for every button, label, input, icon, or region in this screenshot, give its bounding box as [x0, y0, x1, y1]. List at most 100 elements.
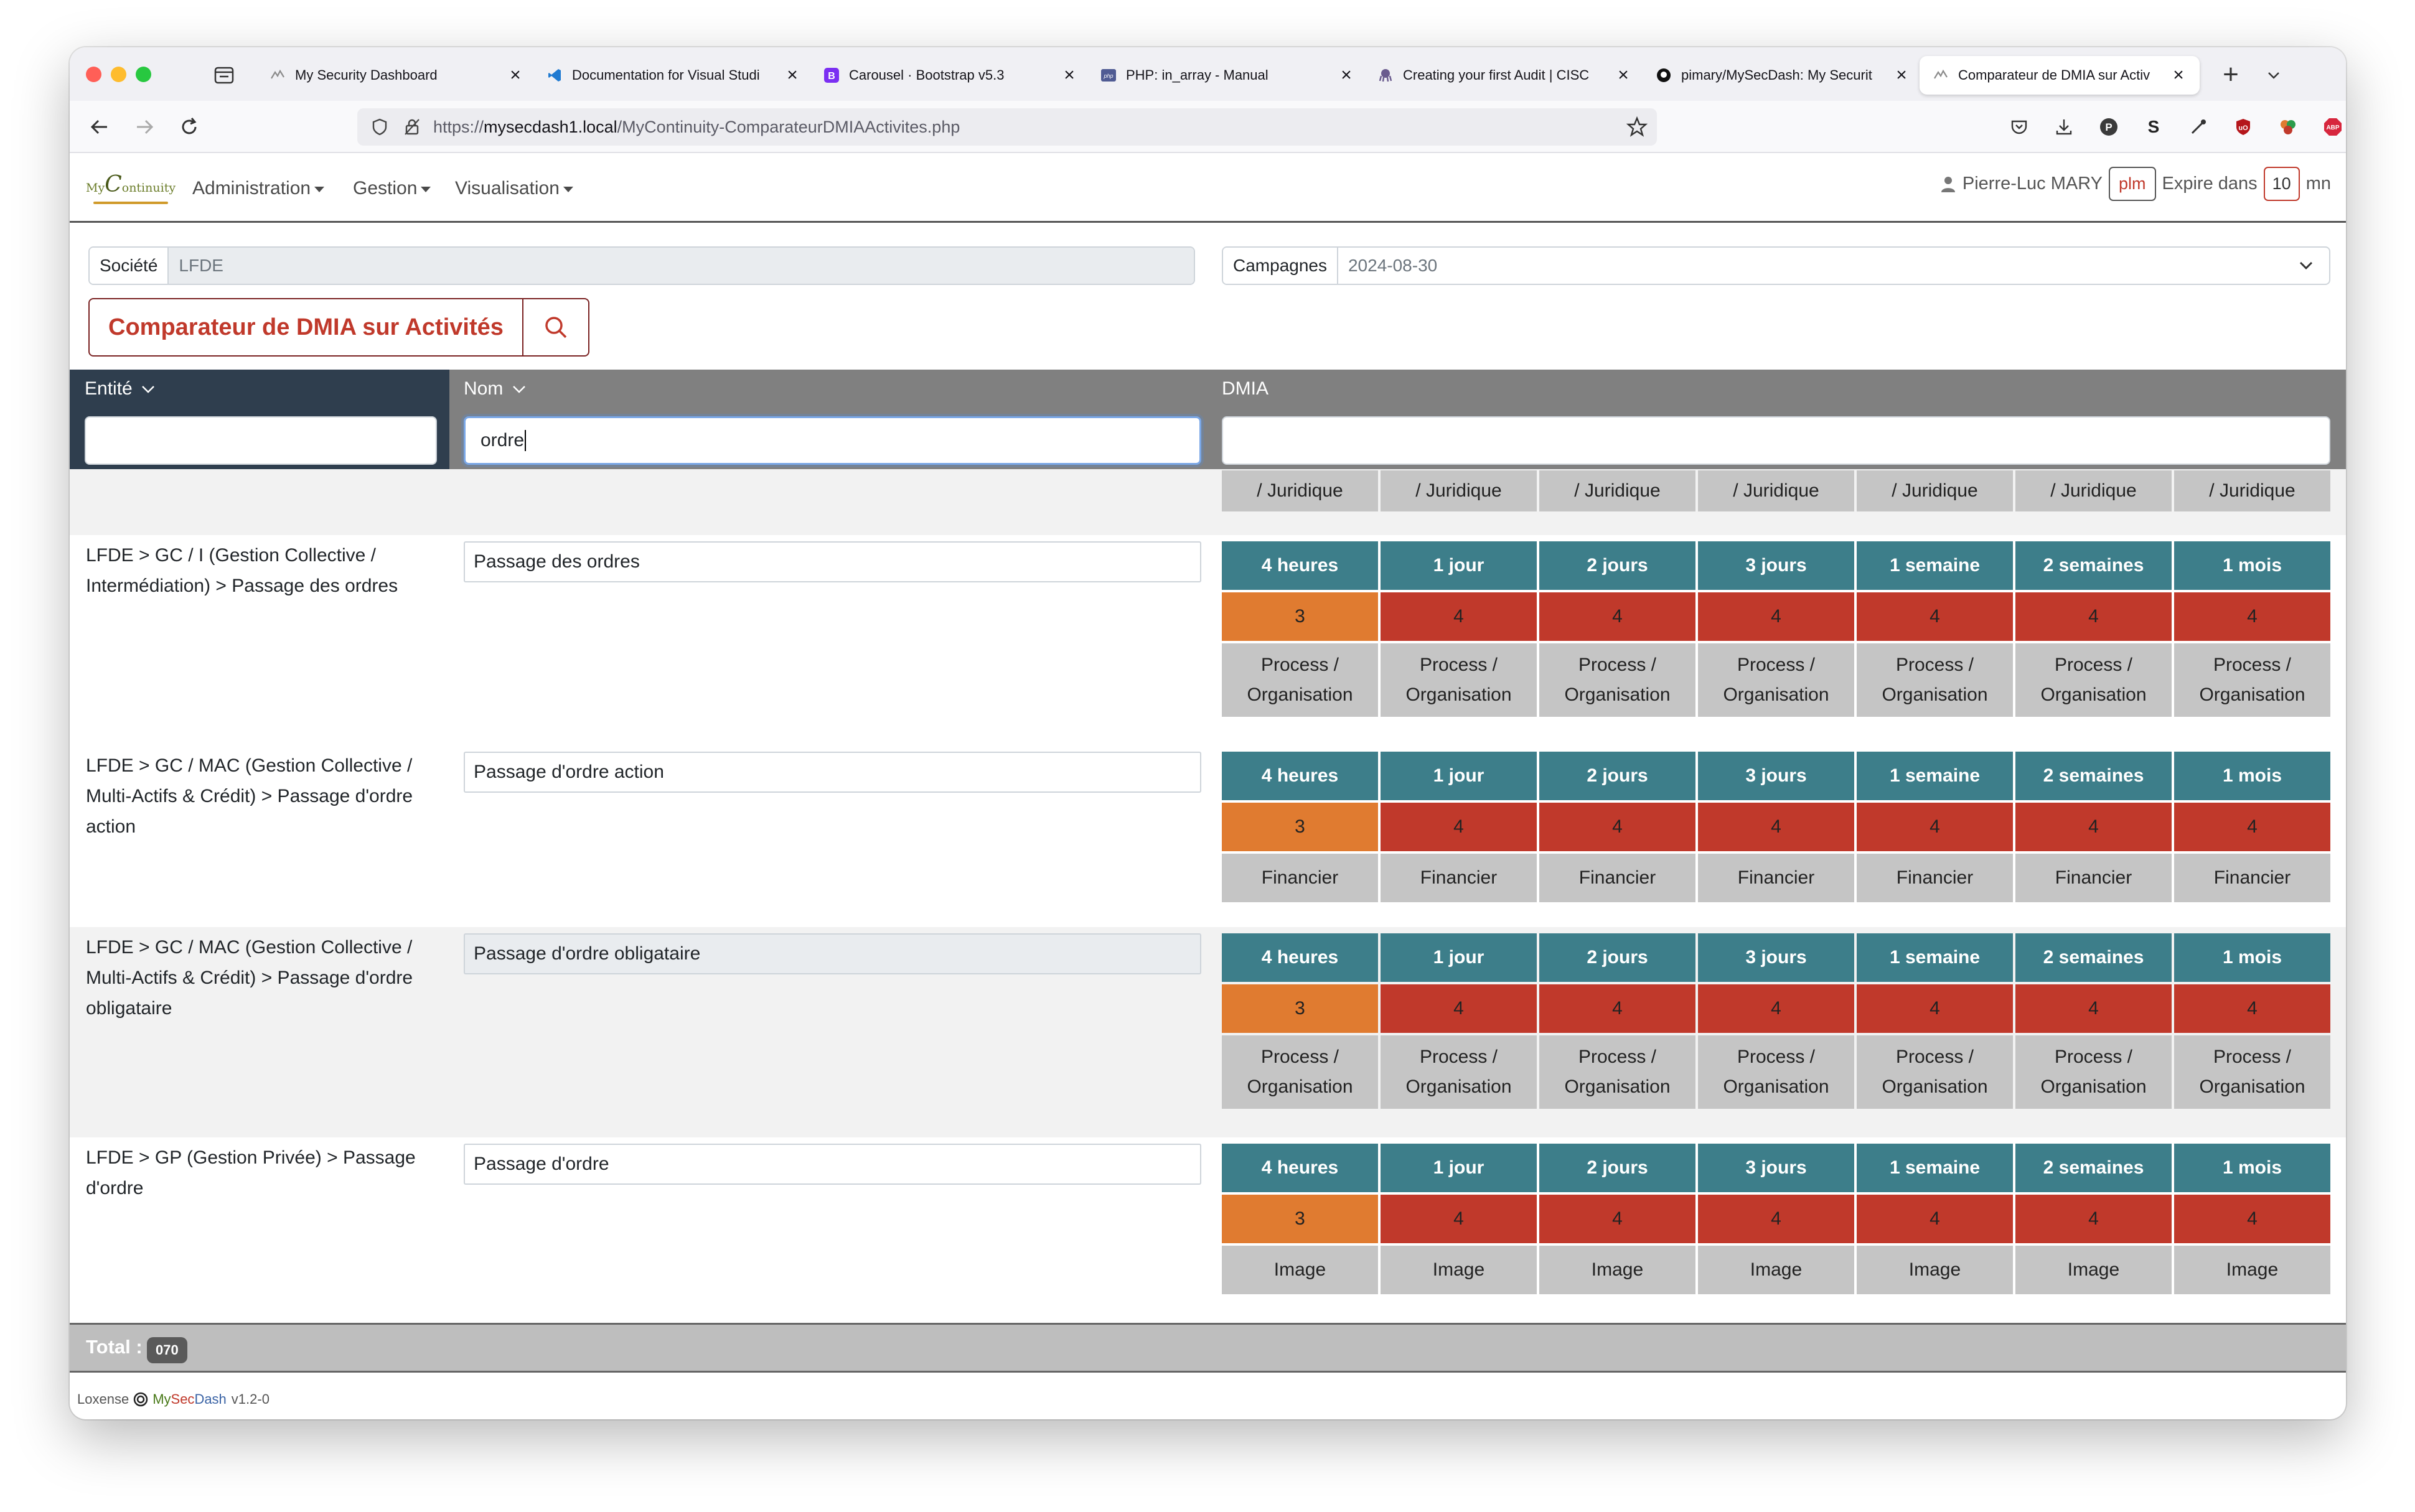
nom-field[interactable]: Passage des ordres	[464, 541, 1201, 582]
close-window-button[interactable]	[86, 67, 101, 82]
dmia-level-cell[interactable]: 4	[2015, 803, 2172, 851]
tab[interactable]: Creating your first Audit | CISC ×	[1364, 56, 1644, 95]
entite-filter-input[interactable]	[85, 416, 437, 465]
tab-title: pimary/MySecDash: My Securit	[1681, 67, 1872, 83]
table-row[interactable]: LFDE > GP (Gestion Privée) > Passage d'o…	[70, 1137, 2346, 1323]
adblock-plus-icon[interactable]: ABP	[2320, 114, 2345, 139]
extension-s-icon[interactable]: S	[2141, 114, 2166, 139]
lock-icon[interactable]	[401, 116, 423, 138]
close-tab-icon[interactable]: ×	[2173, 65, 2184, 85]
dmia-category-cell: Financier	[2015, 854, 2172, 902]
caret-down-icon	[314, 186, 325, 192]
dmia-level-cell[interactable]: 4	[2174, 803, 2330, 851]
close-tab-icon[interactable]: ×	[510, 65, 521, 85]
close-tab-icon[interactable]: ×	[1064, 65, 1075, 85]
dmia-level-cell[interactable]: 3	[1222, 1195, 1378, 1243]
close-tab-icon[interactable]: ×	[1341, 65, 1352, 85]
dmia-level-cell[interactable]: 4	[1857, 984, 2013, 1033]
dmia-level-cell[interactable]: 4	[2174, 592, 2330, 641]
societe-value: LFDE	[169, 248, 1194, 284]
extension-p-icon[interactable]: P	[2096, 114, 2121, 139]
dmia-level-cell[interactable]: 4	[1539, 803, 1695, 851]
dmia-filter-input[interactable]	[1222, 416, 2330, 465]
nom-field[interactable]: Passage d'ordre obligataire	[464, 933, 1201, 974]
close-tab-icon[interactable]: ×	[1896, 65, 1907, 85]
tab[interactable]: My Security Dashboard ×	[256, 56, 537, 95]
extension-mix-icon[interactable]	[2276, 114, 2300, 139]
dmia-duration-header: 2 jours	[1539, 933, 1695, 982]
nom-field[interactable]: Passage d'ordre action	[464, 752, 1201, 793]
dmia-level-cell[interactable]: 4	[1857, 803, 2013, 851]
download-icon[interactable]	[2052, 114, 2076, 139]
dmia-level-cell[interactable]: 4	[1857, 1195, 2013, 1243]
dmia-level-cell[interactable]: 4	[1539, 592, 1695, 641]
menu-visualisation[interactable]: Visualisation	[455, 178, 573, 199]
reload-button[interactable]	[176, 113, 203, 141]
table-header: Entité Nom DMIA ordre	[70, 370, 2346, 469]
shield-icon[interactable]	[368, 116, 391, 138]
tab[interactable]: Documentation for Visual Studi ×	[533, 56, 814, 95]
bookmark-star-icon[interactable]	[1626, 116, 1648, 138]
table-row[interactable]: LFDE > GC / MAC (Gestion Collective / Mu…	[70, 745, 2346, 927]
mysecdash-brand[interactable]: MySecDash	[152, 1391, 227, 1407]
tab[interactable]: php PHP: in_array - Manual ×	[1087, 56, 1367, 95]
pocket-icon[interactable]	[2007, 114, 2032, 139]
sort-nom-header[interactable]: Nom	[464, 378, 527, 399]
dmia-level-cell[interactable]: 3	[1222, 592, 1378, 641]
forward-button[interactable]	[131, 113, 158, 141]
dmia-level-cell[interactable]: 4	[1381, 984, 1537, 1033]
dmia-level-cell[interactable]: 4	[1698, 803, 1854, 851]
tab-bar: My Security Dashboard × Documentation for …	[70, 47, 2346, 101]
dmia-level-cell[interactable]: 3	[1222, 803, 1378, 851]
chevron-down-icon[interactable]	[2264, 66, 2283, 85]
maximize-window-button[interactable]	[136, 67, 151, 82]
minimize-window-button[interactable]	[111, 67, 126, 82]
mycontinuity-logo[interactable]: MyContinuity	[86, 172, 176, 197]
dmia-level-cell[interactable]: 4	[1698, 1195, 1854, 1243]
dmia-category-cell: Process / Organisation	[1381, 643, 1537, 717]
menu-administration[interactable]: Administration	[192, 178, 325, 199]
dmia-level-cell[interactable]: 4	[2174, 984, 2330, 1033]
campagnes-select[interactable]: Campagnes 2024-08-30	[1222, 246, 2330, 285]
search-button[interactable]	[522, 299, 588, 355]
dmia-level-cell[interactable]: 4	[2015, 1195, 2172, 1243]
nom-field[interactable]: Passage d'ordre	[464, 1144, 1201, 1185]
tab-list-icon[interactable]	[212, 62, 237, 87]
url-bar[interactable]: https://mysecdash1.local/MyContinuity-Co…	[357, 108, 1657, 146]
sort-entite-header[interactable]: Entité	[85, 378, 156, 399]
dmia-level-cell[interactable]: 3	[1222, 984, 1378, 1033]
dmia-level-cell[interactable]: 4	[1539, 984, 1695, 1033]
dmia-level-cell[interactable]: 4	[1857, 592, 2013, 641]
tab-active[interactable]: Comparateur de DMIA sur Activ ×	[1920, 56, 2200, 95]
table-row[interactable]: LFDE > GC / MAC (Gestion Collective / Mu…	[70, 927, 2346, 1137]
dmia-level-cell[interactable]: 4	[1381, 1195, 1537, 1243]
tab[interactable]: pimary/MySecDash: My Securit ×	[1643, 56, 1923, 95]
browser-toolbar: https://mysecdash1.local/MyContinuity-Co…	[70, 101, 2346, 153]
dmia-level-cell[interactable]: 4	[1381, 803, 1537, 851]
dmia-category-cell: Process / Organisation	[1539, 1035, 1695, 1109]
dmia-level-cell[interactable]: 4	[1698, 592, 1854, 641]
dmia-level-cell[interactable]: 4	[1698, 984, 1854, 1033]
arrow-left-icon	[90, 119, 107, 134]
dmia-level-cell[interactable]: 4	[2015, 592, 2172, 641]
dmia-category-cell: Image	[1857, 1246, 2013, 1294]
new-tab-button[interactable]: +	[2223, 59, 2239, 90]
chevron-down-icon[interactable]	[2295, 255, 2317, 276]
campagnes-value[interactable]: 2024-08-30	[1338, 248, 2295, 284]
close-tab-icon[interactable]: ×	[787, 65, 798, 85]
tab[interactable]: B Carousel · Bootstrap v5.3 ×	[810, 56, 1090, 95]
dmia-level-cell[interactable]: 4	[2015, 984, 2172, 1033]
eyedropper-icon[interactable]	[2186, 114, 2211, 139]
dmia-level-cell[interactable]: 4	[2174, 1195, 2330, 1243]
user-login-badge[interactable]: plm	[2108, 167, 2156, 201]
dmia-duration-header: 2 jours	[1539, 1144, 1695, 1192]
dmia-level-cell[interactable]: 4	[1381, 592, 1537, 641]
back-button[interactable]	[86, 113, 113, 141]
dmia-level-cell[interactable]: 4	[1539, 1195, 1695, 1243]
user-name[interactable]: Pierre-Luc MARY	[1962, 174, 2103, 194]
table-row[interactable]: LFDE > GC / I (Gestion Collective / Inte…	[70, 535, 2346, 745]
close-tab-icon[interactable]: ×	[1618, 65, 1629, 85]
ublock-icon[interactable]: uO	[2231, 114, 2256, 139]
nom-filter-input[interactable]: ordre	[464, 416, 1201, 465]
menu-gestion[interactable]: Gestion	[353, 178, 431, 199]
